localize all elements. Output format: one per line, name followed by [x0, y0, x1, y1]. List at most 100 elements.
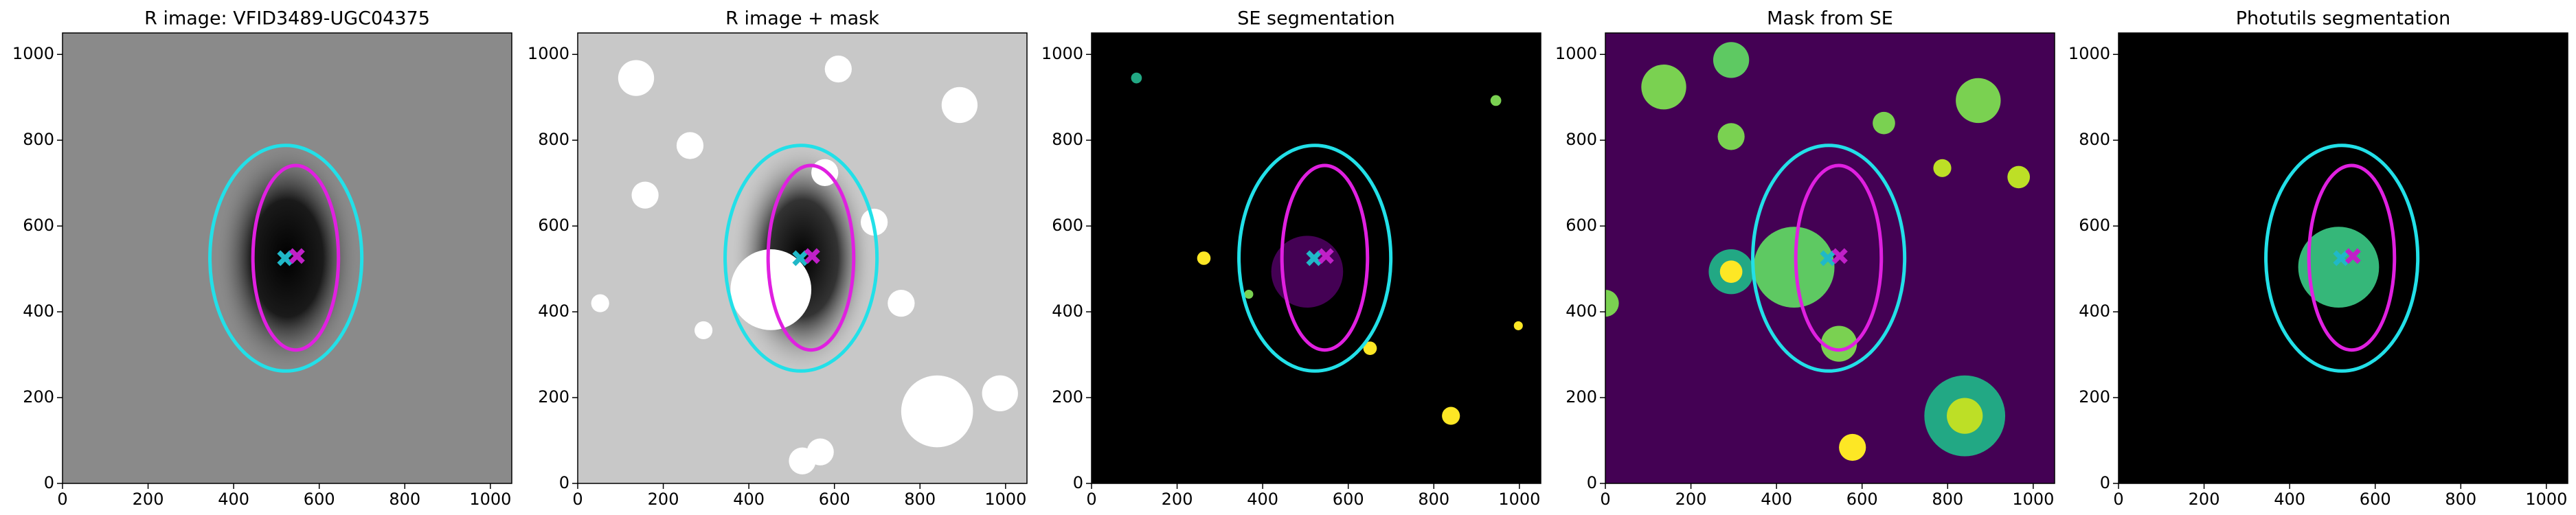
blob	[1442, 407, 1460, 425]
blob	[1197, 251, 1211, 265]
panel-title: Mask from SE	[1767, 8, 1893, 30]
y-tick-label: 200	[1566, 387, 1597, 407]
x-tick-label: 400	[1761, 490, 1792, 509]
ellipse	[1751, 144, 1907, 373]
blob	[1820, 325, 1857, 362]
ellipse	[2264, 144, 2420, 373]
y-tick-label: 0	[44, 473, 54, 492]
image	[1605, 33, 2055, 483]
blob	[1947, 398, 1983, 434]
ellipse	[1280, 163, 1370, 352]
blob	[1605, 289, 1619, 317]
blob	[941, 87, 978, 124]
ellipse	[766, 163, 856, 352]
blob	[1513, 321, 1523, 330]
x-tick-label: 1000	[1498, 490, 1540, 509]
blob	[789, 447, 816, 474]
x-tick-label: 800	[1418, 490, 1449, 509]
x-tick-label: 1000	[469, 490, 511, 509]
blob	[1753, 227, 1835, 308]
blob	[1244, 289, 1254, 299]
panel: SE segmentation 0 200 400 600 800 1000 0 200 400 6…	[1041, 8, 1541, 509]
x-tick-label: 1000	[2012, 490, 2054, 509]
y-tick-label: 200	[23, 387, 54, 407]
x-tick-label: 800	[389, 490, 420, 509]
blob	[1719, 260, 1743, 284]
blob	[694, 321, 713, 340]
blob	[1131, 72, 1142, 84]
blob	[824, 55, 852, 83]
x-tick-label: 200	[1162, 490, 1193, 509]
y-tick-label: 600	[23, 216, 54, 235]
x-tick-label: 400	[733, 490, 765, 509]
panel-title: R image + mask	[725, 8, 879, 30]
y-tick-label: 1000	[12, 44, 54, 63]
y-tick-label: 800	[1566, 130, 1597, 149]
y-tick-label: 600	[2079, 216, 2110, 235]
marker	[1306, 250, 1322, 266]
x-tick-label: 400	[2274, 490, 2305, 509]
y-tick-label: 600	[1566, 216, 1597, 235]
axes-frame	[1605, 32, 2055, 484]
x-tick-label: 600	[1333, 490, 1364, 509]
marker	[792, 250, 809, 266]
x-tick-label: 800	[904, 490, 936, 509]
x-tick-label: 800	[1932, 490, 1963, 509]
marker	[289, 248, 305, 264]
blob	[1641, 65, 1686, 110]
ellipse	[723, 144, 879, 373]
x-tick-label: 0	[1086, 490, 1096, 509]
panel: R image: VFID3489-UGC04375 0 200 400 600 800 1…	[12, 8, 512, 509]
marker	[2333, 250, 2349, 266]
x-tick-label: 200	[648, 490, 679, 509]
x-tick-label: 200	[2189, 490, 2220, 509]
blob	[901, 375, 973, 448]
x-tick-label: 1000	[984, 490, 1026, 509]
marker	[1318, 248, 1334, 264]
ellipse	[251, 163, 341, 352]
y-tick-label: 800	[23, 130, 54, 149]
x-tick-label: 0	[57, 490, 67, 509]
ellipse	[1237, 144, 1393, 373]
axes-frame	[2118, 32, 2568, 484]
y-tick-label: 800	[1052, 130, 1083, 149]
y-tick-label: 1000	[528, 44, 569, 63]
marker	[2345, 248, 2361, 264]
x-tick-label: 0	[2113, 490, 2123, 509]
axes-frame	[577, 32, 1028, 484]
y-tick-label: 0	[1073, 473, 1083, 492]
panel: Mask from SE 0 200 400 600 800 1000 0 200 400 600 8…	[1555, 8, 2055, 509]
blob	[1717, 123, 1745, 150]
y-tick-label: 1000	[1041, 44, 1083, 63]
x-tick-label: 600	[304, 490, 335, 509]
ellipse	[2307, 163, 2397, 352]
blob	[1490, 95, 1502, 106]
panel: R image + mask 0 200 400 600 800 1000 0 200 400 60…	[528, 8, 1028, 509]
y-tick-label: 400	[1052, 301, 1083, 321]
y-tick-label: 800	[538, 130, 569, 149]
blob	[1956, 78, 2001, 124]
marker	[804, 248, 820, 264]
y-tick-label: 0	[2100, 473, 2110, 492]
x-tick-label: 400	[1247, 490, 1278, 509]
axes-frame	[1091, 32, 1541, 484]
x-tick-label: 600	[2360, 490, 2391, 509]
blob	[1839, 433, 1866, 461]
blob	[591, 294, 609, 312]
x-tick-label: 0	[1600, 490, 1610, 509]
blob	[1713, 42, 1750, 78]
blob	[2298, 227, 2380, 308]
x-tick-label: 1000	[2525, 490, 2567, 509]
blob	[1363, 341, 1377, 356]
y-tick-label: 0	[559, 473, 569, 492]
panel-title: R image: VFID3489-UGC04375	[144, 8, 430, 30]
blob	[1933, 159, 1952, 177]
y-tick-label: 200	[1052, 387, 1083, 407]
y-tick-label: 1000	[1555, 44, 1597, 63]
blob	[982, 375, 1018, 411]
x-tick-label: 200	[1675, 490, 1707, 509]
y-tick-label: 600	[1052, 216, 1083, 235]
y-tick-label: 200	[538, 387, 569, 407]
x-tick-label: 400	[218, 490, 249, 509]
